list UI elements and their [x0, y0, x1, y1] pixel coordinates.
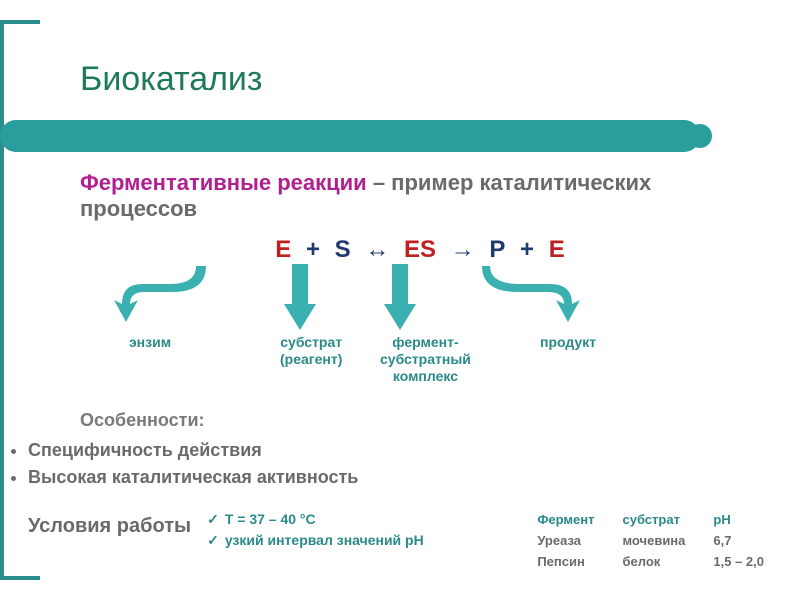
- eq-P: P: [485, 236, 509, 263]
- arrow-enzyme-label: энзим: [90, 334, 210, 351]
- th-enzyme: Фермент: [523, 509, 608, 530]
- condition-2-text: узкий интервал значений pH: [225, 532, 424, 548]
- conditions-list: ✓ Т = 37 – 40 °С ✓ узкий интервал значений…: [207, 509, 424, 551]
- eq-rev: ↔: [361, 236, 393, 263]
- table-header-row: Фермент субстрат pH: [523, 509, 778, 530]
- frame-left: [0, 20, 4, 580]
- arrow-product-label: продукт: [540, 334, 596, 351]
- arrow-substrate: субстрат (реагент): [280, 264, 342, 368]
- arrow-shape: [284, 264, 316, 330]
- title-block: Биокатализ: [80, 60, 263, 99]
- content-body: Ферментативные реакции – пример каталити…: [80, 170, 760, 491]
- conditions-label: Условия работы: [28, 509, 191, 538]
- features-title: Особенности:: [80, 410, 760, 431]
- condition-1-text: Т = 37 – 40 °С: [225, 511, 316, 527]
- eq-S: S: [331, 236, 355, 263]
- features-list: Специфичность действия Высокая каталитич…: [28, 437, 760, 491]
- arrow-complex-l2: субстратный: [380, 351, 471, 368]
- arrows-row: энзим субстрат (реагент) фермент- субстр…: [80, 264, 760, 404]
- condition-2: ✓ узкий интервал значений pH: [207, 530, 424, 551]
- th-ph: pH: [699, 509, 778, 530]
- page-title: Биокатализ: [80, 60, 263, 99]
- td: мочевина: [608, 530, 699, 551]
- td: 1,5 – 2,0: [699, 551, 778, 572]
- arrow-shape: [482, 266, 580, 322]
- table-row: Пепсин белок 1,5 – 2,0: [523, 551, 778, 572]
- eq-ES: ES: [400, 236, 440, 263]
- td: Пепсин: [523, 551, 608, 572]
- frame-bottom: [0, 576, 40, 580]
- title-underline: [0, 120, 700, 152]
- td: 6,7: [699, 530, 778, 551]
- arrow-complex-l3: комплекс: [380, 368, 471, 385]
- arrow-product: продукт: [480, 260, 596, 351]
- conditions-row: Условия работы ✓ Т = 37 – 40 °С ✓ узкий ин…: [28, 509, 778, 572]
- th-substrate: субстрат: [608, 509, 699, 530]
- td: Уреаза: [523, 530, 608, 551]
- eq-E2: E: [545, 236, 569, 263]
- td: белок: [608, 551, 699, 572]
- eq-plus1: +: [302, 236, 324, 263]
- eq-plus2: +: [516, 236, 538, 263]
- arrow-substrate-label: субстрат (реагент): [280, 334, 342, 368]
- arrow-complex: фермент- субстратный комплекс: [380, 264, 471, 384]
- features-block: Особенности: Специфичность действия Высо…: [80, 410, 760, 491]
- arrow-shape: [384, 264, 416, 330]
- condition-1: ✓ Т = 37 – 40 °С: [207, 509, 424, 530]
- eq-E1: E: [271, 236, 295, 263]
- arrow-enzyme: энзим: [110, 260, 210, 351]
- arrow-substrate-l1: субстрат: [280, 334, 342, 351]
- arrow-complex-l1: фермент-: [380, 334, 471, 351]
- arrow-complex-label: фермент- субстратный комплекс: [380, 334, 471, 384]
- intro-text: Ферментативные реакции – пример каталити…: [80, 170, 760, 222]
- arrow-substrate-l2: (реагент): [280, 351, 342, 368]
- tick-icon: ✓: [207, 532, 219, 548]
- eq-fwd: →: [447, 236, 479, 263]
- enzyme-table: Фермент субстрат pH Уреаза мочевина 6,7 …: [523, 509, 778, 572]
- tick-icon: ✓: [207, 511, 219, 527]
- feature-item: Высокая каталитическая активность: [28, 464, 760, 491]
- feature-item: Специфичность действия: [28, 437, 760, 464]
- arrow-shape: [114, 266, 206, 322]
- frame-top: [0, 20, 40, 24]
- intro-highlight: Ферментативные реакции: [80, 170, 367, 195]
- table-row: Уреаза мочевина 6,7: [523, 530, 778, 551]
